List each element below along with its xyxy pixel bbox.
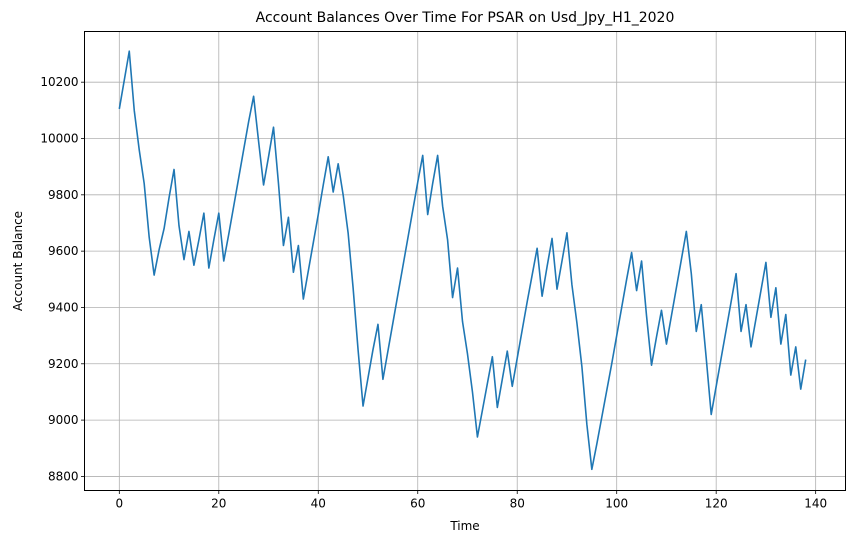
- y-axis-ticks: 8800 9000 9200 9400 9600 9800 10000 10200: [40, 75, 85, 483]
- account-balance-line: [118, 50, 807, 471]
- x-axis-ticks: 0 20 40 60 80 100 120 140: [115, 490, 827, 511]
- plot-frame: [84, 31, 846, 491]
- y-tick-label: 10000: [40, 132, 78, 146]
- y-tick-label: 10200: [40, 75, 78, 89]
- y-axis-title: Account Balance: [11, 211, 25, 311]
- x-tick-label: 140: [804, 497, 827, 511]
- y-tick-label: 9200: [48, 357, 79, 371]
- y-tick-label: 9000: [48, 413, 79, 427]
- x-axis-title: Time: [449, 519, 479, 533]
- x-tick-label: 40: [311, 497, 326, 511]
- y-tick-label: 9800: [48, 188, 79, 202]
- x-tick-label: 80: [510, 497, 525, 511]
- x-tick-label: 120: [705, 497, 728, 511]
- x-tick-label: 20: [211, 497, 226, 511]
- grid: [84, 31, 846, 491]
- y-tick-label: 9400: [48, 300, 79, 314]
- x-tick-label: 100: [605, 497, 628, 511]
- y-tick-label: 8800: [48, 469, 79, 483]
- chart-title: Account Balances Over Time For PSAR on U…: [256, 10, 675, 26]
- x-tick-label: 60: [410, 497, 425, 511]
- x-tick-label: 0: [115, 497, 123, 511]
- y-tick-label: 9600: [48, 244, 79, 258]
